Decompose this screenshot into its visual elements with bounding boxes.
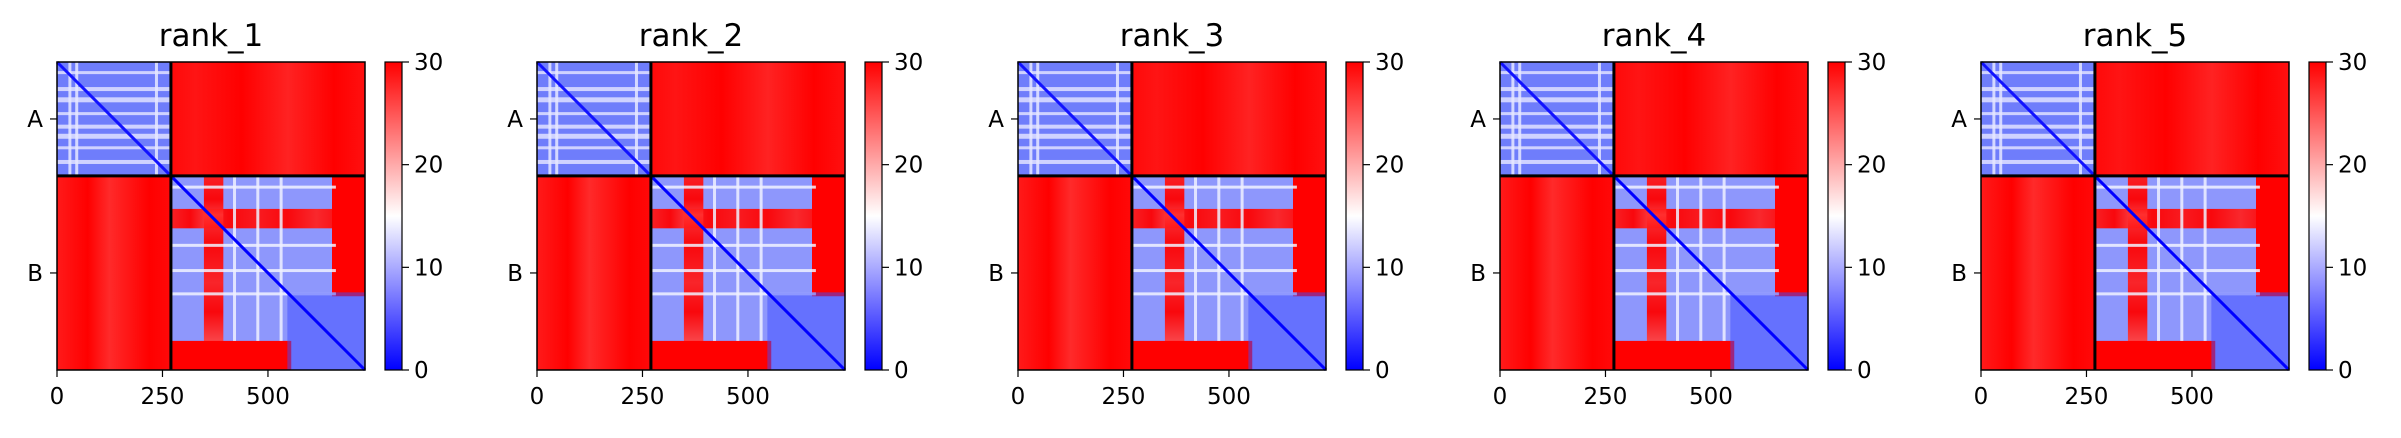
xtick-label: 0	[1493, 384, 1508, 410]
colorbar-tick-label: 30	[894, 50, 923, 76]
chain-label-b: B	[27, 261, 43, 287]
panel-title: rank_1	[159, 18, 264, 54]
colorbar-tick-label: 20	[2338, 153, 2367, 179]
chain-a-block	[1979, 60, 2096, 177]
panel-2: rank_2 A B 0 250 500 0 10 20 30	[507, 18, 923, 410]
chain-label-a: A	[988, 107, 1004, 133]
colorbar-tick-label: 20	[1375, 153, 1404, 179]
colorbar-tick-label: 0	[414, 358, 429, 384]
colorbar-tick-label: 20	[414, 153, 443, 179]
colorbar	[1827, 61, 1846, 371]
colorbar-tick-label: 20	[1857, 153, 1886, 179]
panel-3: rank_3 A B 0 250 500 0 10 20 30	[988, 18, 1404, 410]
colorbar	[864, 61, 883, 371]
chain-b-block	[1130, 174, 1328, 372]
colorbar-tick-label: 0	[894, 358, 909, 384]
panel-title: rank_5	[2083, 18, 2188, 54]
heatmap-frame	[536, 61, 846, 371]
chain-label-a: A	[27, 107, 43, 133]
colorbar	[2308, 61, 2327, 371]
heatmap-frame	[1499, 61, 1809, 371]
xtick-label: 0	[1011, 384, 1026, 410]
xtick-label: 250	[141, 384, 185, 410]
chain-label-a: A	[1470, 107, 1486, 133]
panel-title: rank_2	[639, 18, 744, 54]
colorbar-tick-label: 0	[1375, 358, 1390, 384]
xtick-label: 0	[530, 384, 545, 410]
chain-label-b: B	[507, 261, 523, 287]
chain-b-block	[1612, 174, 1810, 372]
colorbar-tick-label: 10	[1857, 255, 1886, 281]
chain-b-block	[649, 174, 847, 372]
chain-a-block	[1498, 60, 1615, 177]
colorbar-tick-label: 0	[2338, 358, 2353, 384]
colorbar-tick-label: 30	[1857, 50, 1886, 76]
colorbar-tick-label: 10	[1375, 255, 1404, 281]
chain-b-block	[169, 174, 367, 372]
chain-b-block	[2093, 174, 2291, 372]
colorbar-tick-label: 30	[2338, 50, 2367, 76]
chain-label-a: A	[1951, 107, 1967, 133]
chain-a-block	[1016, 60, 1133, 177]
heatmap-frame	[56, 61, 366, 371]
xtick-label: 500	[1207, 384, 1251, 410]
chain-label-a: A	[507, 107, 523, 133]
xtick-label: 500	[246, 384, 290, 410]
chain-label-b: B	[988, 261, 1004, 287]
xtick-label: 500	[1689, 384, 1733, 410]
panel-1: rank_1 A B 0 250 500 0 10 20 30	[27, 18, 443, 410]
colorbar-tick-label: 10	[414, 255, 443, 281]
chain-label-b: B	[1470, 261, 1486, 287]
panel-title: rank_3	[1120, 18, 1225, 54]
xtick-label: 250	[2065, 384, 2109, 410]
panel-4: rank_4 A B 0 250 500 0 10 20 30	[1470, 18, 1886, 410]
colorbar-tick-label: 20	[894, 153, 923, 179]
chain-a-block	[55, 60, 172, 177]
panel-title: rank_4	[1602, 18, 1707, 54]
chain-label-b: B	[1951, 261, 1967, 287]
chain-a-block	[535, 60, 652, 177]
colorbar-tick-label: 0	[1857, 358, 1872, 384]
xtick-label: 0	[50, 384, 65, 410]
heatmap-frame	[1017, 61, 1327, 371]
colorbar	[384, 61, 403, 371]
colorbar-tick-label: 30	[414, 50, 443, 76]
colorbar-tick-label: 10	[2338, 255, 2367, 281]
xtick-label: 500	[726, 384, 770, 410]
colorbar-tick-label: 10	[894, 255, 923, 281]
heatmap-frame	[1980, 61, 2290, 371]
xtick-label: 500	[2170, 384, 2214, 410]
xtick-label: 250	[1102, 384, 1146, 410]
colorbar	[1345, 61, 1364, 371]
panel-5: rank_5 A B 0 250 500 0 10 20 30	[1951, 18, 2367, 410]
xtick-label: 250	[1584, 384, 1628, 410]
xtick-label: 250	[621, 384, 665, 410]
colorbar-tick-label: 30	[1375, 50, 1404, 76]
xtick-label: 0	[1974, 384, 1989, 410]
